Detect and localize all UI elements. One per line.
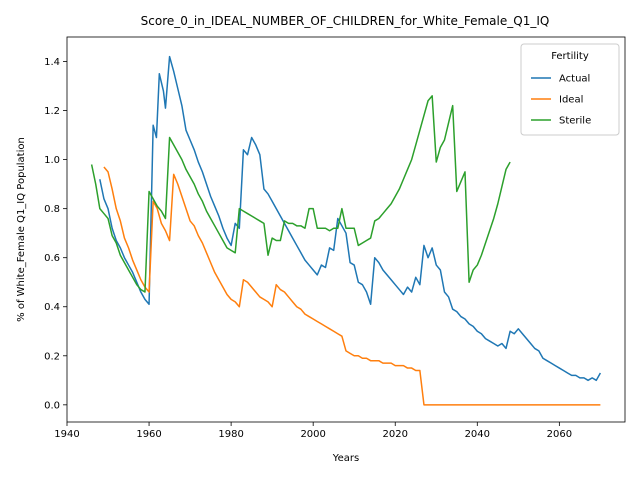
y-axis: 0.0 0.2 0.4 0.6 0.8 1.0 1.2 1.4	[44, 57, 67, 411]
legend: Fertility Actual Ideal Sterile	[520, 43, 620, 136]
series-line-ideal	[103, 166, 601, 406]
legend-label: Actual	[559, 74, 590, 85]
x-axis-label: Years	[332, 453, 359, 464]
legend-title: Fertility	[551, 51, 589, 62]
x-tick-label: 2020	[383, 429, 408, 440]
x-tick-label: 2040	[465, 429, 490, 440]
legend-label: Sterile	[559, 116, 591, 127]
y-tick-label: 1.4	[44, 57, 60, 68]
y-tick-label: 0.6	[44, 253, 60, 264]
y-tick-label: 0.4	[44, 302, 60, 313]
x-tick-label: 2000	[300, 429, 325, 440]
series-line-actual	[99, 55, 602, 382]
x-tick-label: 1940	[54, 429, 79, 440]
y-axis-label: % of White_Female Q1_IQ Population	[16, 137, 27, 322]
x-tick-label: 2060	[547, 429, 572, 440]
x-tick-label: 1980	[218, 429, 243, 440]
x-axis: 1940 1960 1980 2000 2020 2040 2060	[54, 422, 572, 440]
y-tick-label: 0.2	[44, 351, 60, 362]
series-line-sterile	[90, 95, 511, 293]
plot-area	[90, 55, 602, 406]
legend-label: Ideal	[559, 95, 583, 106]
plot-frame	[66, 36, 626, 423]
y-tick-label: 0.0	[44, 400, 60, 411]
x-tick-label: 1960	[136, 429, 161, 440]
chart-title: Score_0_in_IDEAL_NUMBER_OF_CHILDREN_for_…	[141, 14, 550, 28]
y-tick-label: 0.8	[44, 204, 60, 215]
y-tick-label: 1.2	[44, 106, 60, 117]
y-tick-label: 1.0	[44, 155, 60, 166]
legend-box	[520, 43, 620, 136]
